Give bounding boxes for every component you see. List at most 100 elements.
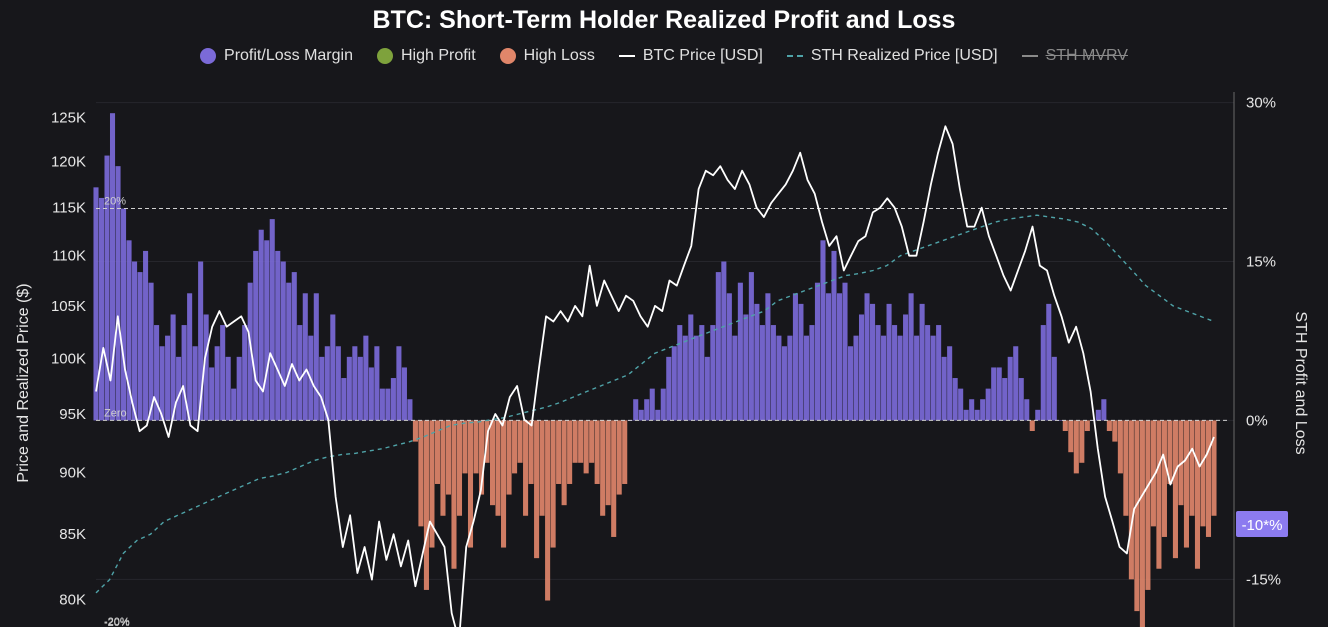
profit-loss-bar (798, 303, 804, 421)
profit-loss-bar (209, 367, 215, 421)
profit-loss-bar (1013, 346, 1019, 421)
right-axis-badge: -10*% (1236, 511, 1288, 537)
profit-loss-bar (864, 293, 870, 421)
profit-loss-bar (335, 346, 341, 421)
profit-loss-bar (914, 335, 920, 421)
profit-loss-bar (759, 325, 765, 421)
right-axis-badge-label: -10*% (1242, 517, 1283, 534)
legend: Profit/Loss Margin High Profit High Loss BT… (0, 47, 1328, 65)
profit-loss-bar (919, 303, 925, 421)
profit-loss-bar (1079, 420, 1085, 463)
profit-loss-bar (1156, 420, 1162, 569)
profit-loss-bar (264, 240, 270, 421)
profit-loss-bar (765, 293, 771, 421)
profit-loss-bar (655, 409, 661, 421)
profit-loss-bar (434, 420, 440, 484)
profit-loss-bar (1117, 420, 1123, 474)
profit-loss-bar (236, 356, 242, 421)
profit-loss-bar (996, 367, 1002, 421)
legend-item-high-profit[interactable]: High Profit (376, 47, 476, 65)
profit-loss-bar (137, 272, 143, 421)
legend-label: Profit/Loss Margin (224, 47, 353, 64)
profit-loss-bar (936, 325, 942, 421)
profit-loss-bar (451, 420, 457, 569)
price-lines (95, 125, 1215, 627)
profit-loss-bar (478, 420, 485, 495)
profit-loss-bar (693, 335, 699, 421)
profit-loss-bar (644, 399, 650, 421)
legend-item-high-loss[interactable]: High Loss (499, 47, 595, 65)
legend-swatch (376, 48, 393, 64)
profit-loss-bar (792, 293, 798, 421)
ref-line-label-lower: -20% (104, 616, 130, 627)
btc-price-line (95, 125, 1215, 627)
profit-loss-bar (892, 325, 898, 421)
profit-loss-bar (985, 388, 991, 421)
profit-loss-bar (214, 346, 220, 421)
profit-loss-bar (583, 420, 589, 474)
profit-loss-bar (908, 293, 914, 421)
left-tick-label: 115K (52, 200, 86, 217)
profit-loss-bar (352, 346, 358, 421)
profit-loss-bar (473, 420, 479, 474)
profit-loss-bar (286, 282, 292, 421)
profit-loss-bar (275, 250, 281, 421)
profit-loss-bar (853, 335, 859, 421)
profit-loss-bar (341, 378, 347, 421)
profit-loss-bar (809, 325, 815, 421)
left-axis-title: Price and Realized Price ($) (15, 283, 32, 482)
profit-loss-bar (242, 325, 248, 421)
profit-loss-bar (269, 219, 275, 421)
profit-loss-bar (440, 420, 446, 516)
profit-loss-bar (1018, 378, 1024, 421)
legend-item-profit-loss-margin[interactable]: Profit/Loss Margin (200, 47, 353, 65)
right-axis-ticks: -15% 0% 15% 30% (1246, 95, 1281, 589)
legend-item-btc-price-usd[interactable]: BTC Price [USD] (618, 47, 763, 65)
profit-loss-bar (258, 229, 264, 421)
profit-loss-bar (1068, 420, 1074, 453)
profit-loss-bar (126, 240, 132, 421)
ref-line-label: -20% (104, 617, 130, 627)
profit-loss-bar (688, 314, 694, 421)
profit-loss-bar (660, 388, 666, 421)
profit-loss-bar (781, 346, 787, 421)
profit-loss-bar (947, 346, 953, 421)
profit-loss-bar (737, 282, 743, 421)
profit-loss-bar (319, 356, 325, 421)
profit-loss-bar (253, 250, 259, 421)
profit-loss-bar (1139, 420, 1145, 627)
profit-loss-bar (952, 378, 958, 421)
profit-loss-bar (611, 420, 617, 537)
legend-item-sth-realized-price-usd[interactable]: STH Realized Price [USD] (786, 47, 998, 65)
profit-loss-bar (732, 335, 738, 421)
profit-loss-bar (715, 272, 721, 421)
profit-loss-bar (1161, 420, 1167, 537)
profit-loss-bar (539, 420, 545, 516)
profit-loss-bar (1106, 420, 1112, 432)
legend-swatch (786, 55, 803, 57)
profit-loss-bar (363, 335, 369, 421)
left-tick-label: 80K (59, 592, 86, 609)
legend-label: BTC Price [USD] (642, 47, 763, 64)
profit-loss-bar (534, 420, 540, 559)
profit-loss-bar (109, 113, 116, 421)
profit-loss-bar (517, 420, 523, 463)
profit-loss-bar (1024, 399, 1030, 421)
profit-loss-bar (324, 346, 330, 421)
profit-loss-bar (1172, 420, 1178, 559)
profit-loss-bar (297, 325, 303, 421)
legend-item-sth-mvrv[interactable]: STH MVRV (1021, 47, 1128, 65)
profit-loss-bar (991, 367, 997, 421)
profit-loss-bar (170, 314, 176, 421)
profit-loss-bar (682, 335, 688, 421)
profit-loss-bar (313, 293, 319, 421)
profit-loss-bar (958, 388, 964, 421)
profit-loss-bar (671, 346, 677, 421)
profit-loss-bar (600, 420, 606, 516)
profit-loss-bar (677, 325, 683, 421)
profit-loss-bar (963, 409, 969, 421)
profit-loss-bar (148, 282, 154, 421)
profit-loss-bar (831, 250, 837, 421)
profit-loss-bar (980, 399, 986, 421)
